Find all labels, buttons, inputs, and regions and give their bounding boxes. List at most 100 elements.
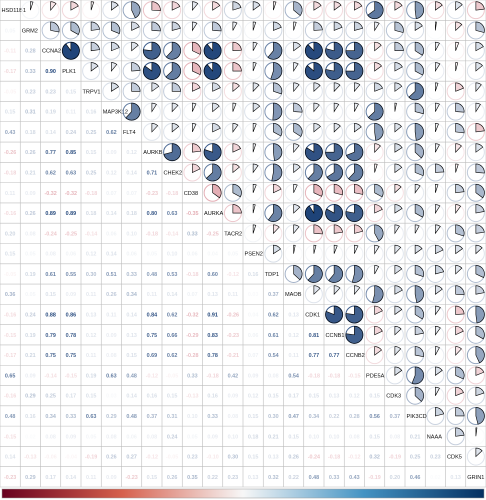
pie-slice <box>435 21 437 31</box>
coefficient-label: 0.26 <box>106 455 117 461</box>
coefficient-label: -0.35 <box>186 211 198 217</box>
pie-slice <box>192 62 202 76</box>
coefficient-label: 0.30 <box>268 414 279 420</box>
pie-slice <box>212 82 221 92</box>
coefficient-label: 0.37 <box>268 292 279 298</box>
coefficient-label: 0.15 <box>369 434 380 440</box>
coefficient-label: 0.33 <box>126 272 137 278</box>
pie-slice <box>151 82 160 92</box>
coefficient-label: -0.15 <box>4 434 16 440</box>
coefficient-label: 0.08 <box>268 373 279 379</box>
coefficient-label: 0.31 <box>25 110 36 116</box>
coefficient-label: 0.23 <box>25 89 36 95</box>
pie-slice <box>273 1 277 11</box>
coefficient-label: 0.11 <box>289 353 299 359</box>
coefficient-label: 0.77 <box>309 353 320 359</box>
pie-slice <box>192 102 197 112</box>
coefficient-label: 0.08 <box>106 353 117 359</box>
coefficient-label: -0.05 <box>4 89 16 95</box>
pie-slice <box>326 163 343 182</box>
coefficient-label: 0.10 <box>187 414 198 420</box>
coefficient-label: -0.12 <box>146 455 158 461</box>
pie-slice <box>475 82 482 93</box>
coefficient-label: -0.05 <box>4 272 16 278</box>
coefficient-label: 0.11 <box>5 191 15 197</box>
coefficient-label: 0.15 <box>248 455 259 461</box>
pie-slice <box>435 163 445 173</box>
coefficient-label: 0.48 <box>147 272 158 278</box>
pie-slice <box>475 183 485 199</box>
coefficient-label: 0.10 <box>167 252 178 258</box>
pie-slice <box>394 305 403 316</box>
coefficient-label: -0.14 <box>44 373 56 379</box>
coefficient-label: 0.09 <box>66 292 77 298</box>
coefficient-label: -0.12 <box>227 272 239 278</box>
coefficient-label: -0.14 <box>166 231 178 237</box>
coefficient-label: 0.13 <box>126 333 137 339</box>
pie-slice <box>143 62 161 80</box>
pie-slice <box>374 163 378 173</box>
pie-slice <box>414 224 420 234</box>
pie-slice <box>475 427 478 437</box>
coefficient-label: 0.34 <box>126 292 137 298</box>
coefficient-label: 0.23 <box>430 455 441 461</box>
pie-slice <box>394 102 397 112</box>
pie-slice <box>394 204 403 214</box>
coefficient-label: -0.23 <box>4 475 16 481</box>
pie-slice <box>455 204 462 214</box>
coefficient-label: 0.15 <box>309 394 320 400</box>
coefficient-label: 0.03 <box>248 292 259 298</box>
pie-slice <box>374 123 384 141</box>
coefficient-label: -0.21 <box>227 353 239 359</box>
pie-slice <box>435 123 439 133</box>
pie-slice <box>455 82 464 92</box>
pie-slice <box>307 163 323 182</box>
pie-slice <box>394 21 404 33</box>
coefficient-label: 0.17 <box>45 475 56 481</box>
pie-slice <box>455 265 463 275</box>
pie-slice <box>475 204 485 214</box>
pie-slice <box>111 82 119 92</box>
pie-slice <box>212 102 220 113</box>
pie-slice <box>414 244 423 255</box>
pie-slice <box>171 102 179 113</box>
pie-slice <box>70 21 80 35</box>
pie-slice <box>455 1 463 11</box>
pie-slice <box>394 143 403 153</box>
coefficient-label: 0.63 <box>86 414 97 420</box>
coefficient-label: 0.78 <box>66 333 77 339</box>
coefficient-label: 0.08 <box>106 434 117 440</box>
coefficient-label: -0.16 <box>4 313 16 319</box>
pie-slice <box>252 183 257 193</box>
pie-slice <box>394 224 400 235</box>
pie-slice <box>273 123 283 137</box>
coefficient-label: 0.11 <box>86 475 96 481</box>
pie-slice <box>374 326 383 336</box>
coefficient-label: 0.25 <box>45 394 56 400</box>
pie-slice <box>354 1 363 11</box>
pie-slice <box>455 163 459 173</box>
coefficient-label: 0.18 <box>248 434 259 440</box>
pie-slice <box>313 21 323 31</box>
coefficient-label: -0.16 <box>4 211 16 217</box>
coefficient-label: 0.62 <box>45 170 56 176</box>
pie-slice <box>394 285 403 295</box>
pie-slice <box>354 102 359 112</box>
pie-slice <box>273 21 282 31</box>
pie-slice <box>394 82 403 92</box>
coefficient-label: 0.14 <box>126 394 137 400</box>
pie-slice <box>475 163 485 174</box>
pie-slice <box>293 123 303 137</box>
coefficient-label: 0.29 <box>106 414 117 420</box>
pie-slice <box>192 41 202 55</box>
coefficient-label: 0.43 <box>349 475 360 481</box>
pie-slice <box>367 1 384 19</box>
coefficient-label: 0.34 <box>309 414 320 420</box>
coefficient-label: 0.06 <box>126 252 137 258</box>
pie-slice <box>354 123 362 133</box>
pie-slice <box>131 82 141 92</box>
coefficient-label: 0.18 <box>25 130 36 136</box>
coefficient-label: 0.26 <box>167 475 178 481</box>
pie-slice <box>267 204 283 222</box>
pie-slice <box>111 21 121 34</box>
